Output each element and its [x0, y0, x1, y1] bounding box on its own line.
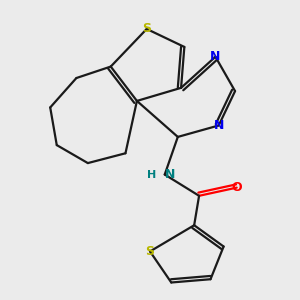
Text: S: S — [146, 245, 154, 258]
Text: N: N — [164, 168, 175, 181]
Text: N: N — [214, 119, 224, 132]
Text: S: S — [142, 22, 151, 35]
Text: O: O — [231, 181, 242, 194]
Text: H: H — [147, 169, 156, 179]
Text: N: N — [210, 50, 220, 63]
